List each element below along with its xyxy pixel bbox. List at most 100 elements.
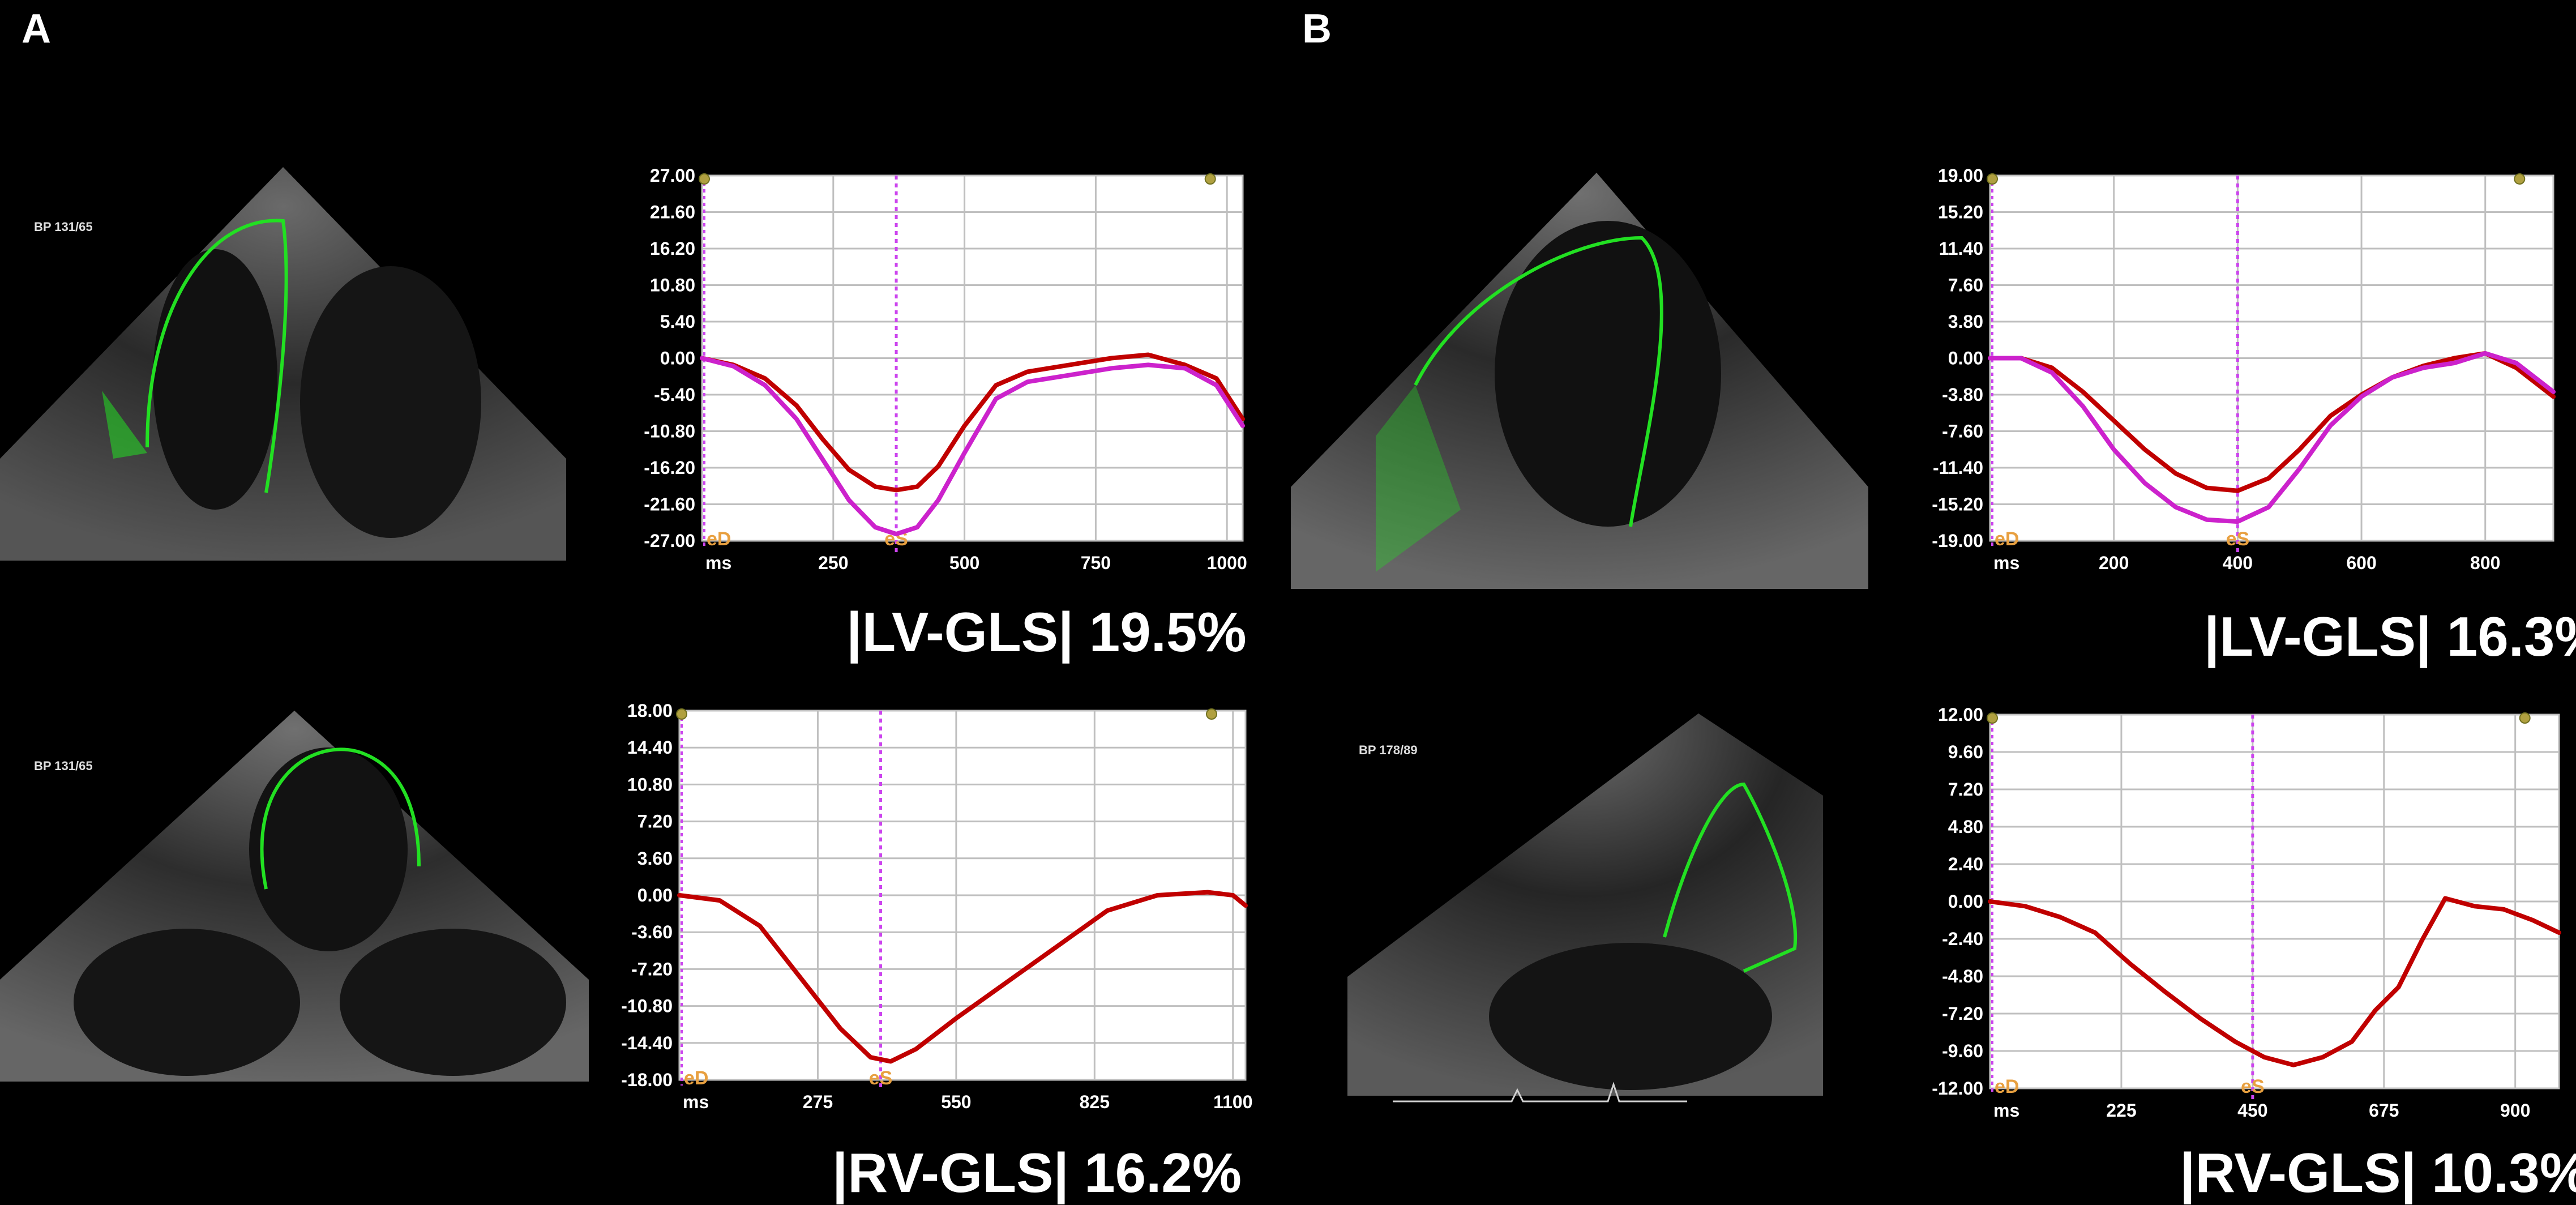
- lv-tracing: [1414, 236, 1663, 527]
- x-tick-label: 1000: [1207, 553, 1247, 573]
- x-tick-label: 900: [2500, 1100, 2530, 1121]
- y-tick-label: -12.00: [1932, 1078, 1983, 1099]
- y-tick-label: -14.40: [621, 1033, 673, 1053]
- la-cavity: [340, 929, 566, 1076]
- ra-cavity: [74, 929, 300, 1076]
- gls-label-a-lv: |LV-GLS| 19.5%: [846, 601, 1247, 663]
- x-axis-label: ms: [705, 553, 731, 573]
- y-tick-label: 10.80: [650, 275, 695, 296]
- y-tick-label: 0.00: [1948, 348, 1983, 369]
- echo-image-a-rv: [0, 711, 589, 1082]
- ed-marker-dot: [699, 173, 710, 185]
- x-tick-label: 800: [2470, 553, 2500, 573]
- y-tick-label: 3.80: [1948, 311, 1983, 332]
- y-tick-label: 19.00: [1938, 165, 1983, 186]
- lv-cavity: [153, 249, 277, 510]
- y-tick-label: -5.40: [654, 384, 695, 405]
- y-tick-label: 7.20: [637, 811, 673, 832]
- ed-marker-dot: [676, 708, 687, 720]
- x-tick-label: 550: [941, 1092, 971, 1112]
- y-tick-label: 3.60: [637, 848, 673, 869]
- ed-label: eD: [684, 1067, 708, 1089]
- y-tick-label: -10.80: [644, 421, 695, 442]
- bp-label-b-rv: BP 178/89: [1359, 743, 1418, 757]
- y-tick-label: -18.00: [621, 1070, 673, 1090]
- x-axis-label: ms: [1993, 553, 2019, 573]
- gls-label-b-rv: |RV-GLS| 10.3%: [2180, 1142, 2576, 1204]
- lv-cavity: [1495, 221, 1721, 527]
- gls-label-b-lv: |LV-GLS| 16.3%: [2204, 605, 2576, 668]
- echo-image-b-rv: [1347, 713, 1823, 1103]
- y-tick-label: 10.80: [627, 774, 673, 794]
- y-tick-label: 11.40: [1939, 238, 1983, 259]
- y-tick-label: -7.60: [1942, 421, 1983, 442]
- y-tick-label: -19.00: [1932, 531, 1983, 551]
- y-tick-label: 7.60: [1948, 275, 1983, 296]
- end-marker-dot: [2514, 173, 2526, 185]
- ecg-trace: [1393, 1082, 1687, 1103]
- x-axis-label: ms: [1993, 1100, 2019, 1121]
- y-tick-label: 15.20: [1938, 202, 1983, 223]
- y-tick-label: 5.40: [660, 311, 695, 332]
- x-tick-label: 500: [949, 553, 979, 573]
- ed-label: eD: [707, 528, 731, 550]
- strain-curve-magenta: [1988, 351, 2556, 524]
- y-tick-label: -16.20: [644, 458, 695, 478]
- y-tick-label: -15.20: [1932, 494, 1983, 515]
- x-tick-label: 600: [2346, 553, 2376, 573]
- y-tick-label: 0.00: [1948, 891, 1983, 912]
- strain-curve-red: [1988, 351, 2556, 493]
- x-tick-label: 225: [2106, 1100, 2136, 1121]
- y-tick-label: 27.00: [650, 165, 695, 186]
- x-axis-label: ms: [683, 1092, 709, 1112]
- rv-cavity: [249, 747, 408, 951]
- strain-curve-red: [1988, 896, 2561, 1067]
- rv-cavity: [300, 266, 481, 538]
- x-tick-label: 250: [818, 553, 848, 573]
- x-tick-label: 450: [2237, 1100, 2267, 1121]
- strain-curve-magenta: [700, 356, 1245, 537]
- ed-label: eD: [1995, 1076, 2019, 1097]
- x-tick-label: 275: [803, 1092, 833, 1112]
- lv-strain-region: [1376, 385, 1461, 572]
- end-marker-dot: [1206, 708, 1217, 720]
- y-tick-label: 9.60: [1948, 742, 1983, 762]
- panel-label-a: A: [22, 6, 51, 52]
- x-tick-label: 1100: [1213, 1092, 1252, 1112]
- y-tick-label: 0.00: [637, 885, 673, 905]
- y-tick-label: 21.60: [650, 202, 695, 223]
- end-marker-dot: [1204, 173, 1216, 185]
- ed-marker-dot: [1987, 173, 1998, 185]
- end-marker-dot: [2519, 712, 2531, 724]
- es-label: eS: [2241, 1076, 2265, 1097]
- x-tick-label: 400: [2223, 553, 2253, 573]
- x-tick-label: 675: [2369, 1100, 2399, 1121]
- y-tick-label: 14.40: [627, 737, 673, 758]
- y-tick-label: 16.20: [650, 238, 695, 259]
- y-tick-label: -3.60: [631, 922, 673, 942]
- y-tick-label: -7.20: [1942, 1003, 1983, 1024]
- y-tick-label: -9.60: [1942, 1041, 1983, 1061]
- es-label: eS: [2226, 528, 2250, 550]
- y-tick-label: -27.00: [644, 531, 695, 551]
- x-tick-label: 825: [1080, 1092, 1110, 1112]
- ra-cavity: [1489, 943, 1772, 1090]
- ed-marker-dot: [1987, 712, 1998, 724]
- strain-curve-red: [677, 890, 1248, 1064]
- y-tick-label: -21.60: [644, 494, 695, 515]
- es-label: eS: [869, 1067, 893, 1089]
- y-tick-label: -7.20: [631, 959, 673, 979]
- y-tick-label: 12.00: [1938, 704, 1983, 725]
- strain-curve-red: [700, 352, 1245, 493]
- panel-label-b: B: [1302, 6, 1332, 52]
- y-tick-label: 2.40: [1948, 854, 1983, 874]
- echo-image-a-lv: [0, 167, 566, 561]
- echo-image-b-lv: [1291, 173, 1868, 589]
- ed-label: eD: [1995, 528, 2019, 550]
- y-tick-label: -2.40: [1942, 929, 1983, 949]
- lv-tracing: [146, 219, 288, 493]
